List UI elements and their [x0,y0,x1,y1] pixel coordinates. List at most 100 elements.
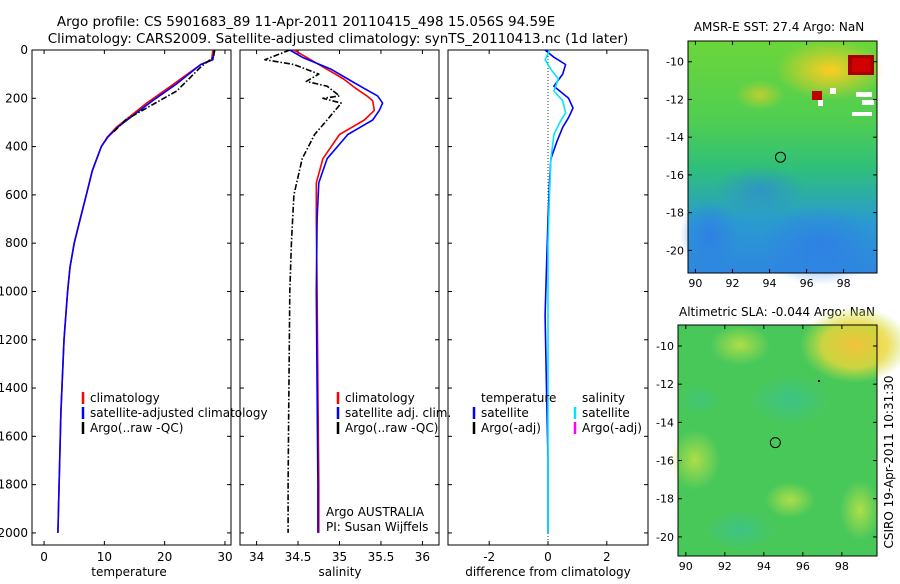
legend-label-argo: Argo(..raw -QC) [345,421,438,435]
series-line [264,49,343,533]
y-tick-label: -20 [666,244,684,257]
y-tick-label: 400 [5,140,28,154]
argo-location-marker [774,151,786,163]
y-tick-label: 1600 [0,429,28,443]
sst-warm-patch [735,80,785,110]
sla-map [670,307,900,556]
legend-title-salinity: salinity [582,391,625,405]
series-line [293,49,376,533]
y-tick-label: -12 [666,93,684,106]
series-line [544,49,574,533]
x-tick-label: 34.5 [285,550,312,564]
y-tick-label: 0 [20,43,28,57]
sst-missing-pixels [852,112,872,116]
y-tick-label: -12 [656,378,674,391]
x-tick-label: 36 [415,550,430,564]
figure-title-line2: Climatology: CARS2009. Satellite-adjuste… [48,31,629,47]
sst-missing-pixels [818,100,823,106]
y-tick-label: -18 [656,493,674,506]
x-axis-label: temperature [91,565,166,579]
legend-label-temp-satellite: satellite [481,406,529,420]
sla-high-patch [840,480,880,540]
legend-label-temp-argo: Argo(-adj) [481,421,541,435]
argo-australia-label: Argo AUSTRALIA [326,505,425,519]
sla-map-axes: 90 92 94 96 98 -10 -12 -14 -16 -18 -20 [656,324,878,573]
x-tick-label: 0 [544,550,552,564]
x-tick-label: 98 [835,560,849,573]
y-tick-label: 1800 [0,478,28,492]
sst-hot-spot [852,58,870,72]
sla-low-patch [705,510,775,550]
sst-hot-spot [812,91,822,100]
x-tick-label: 92 [718,560,732,573]
x-tick-label: 34 [249,550,264,564]
y-tick-label: 200 [5,91,28,105]
y-tick-label: -18 [666,207,684,220]
y-tick-label: 1200 [0,333,28,347]
x-tick-label: 20 [157,550,172,564]
sla-high-patch [710,325,770,365]
x-axis-label: salinity [318,565,361,579]
sst-map-title: AMSR-E SST: 27.4 Argo: NaN [694,20,864,34]
sst-cool-patch [760,205,880,285]
temperature-profile-panel: 0 10 20 30 0 200 400 600 800 1000 1200 1400 1600 1800… [0,43,233,579]
sst-missing-pixels [856,92,872,97]
x-tick-label: 94 [763,277,777,290]
y-tick-label: -20 [656,531,674,544]
y-tick-label: 800 [5,236,28,250]
y-tick-label: 1400 [0,381,28,395]
figure-title-line1: Argo profile: CS 5901683_89 11-Apr-2011 … [57,14,555,30]
map-frame [687,40,878,274]
sla-low-patch [680,385,720,415]
difference-legend: temperature satellite Argo(-adj) salinit… [472,391,642,435]
x-tick-label: 0 [40,550,48,564]
legend-label-climatology: climatology [345,391,415,405]
y-tick-label: 600 [5,188,28,202]
sst-missing-pixels [862,100,874,105]
x-tick-label: 98 [837,277,851,290]
x-tick-label: 94 [757,560,771,573]
series-line [112,49,216,133]
y-tick-label: -10 [666,56,684,69]
y-tick-label: -10 [656,340,674,353]
y-tick-label: -14 [666,131,684,144]
map-frame [677,324,878,557]
sla-low-patch [750,375,830,425]
y-tick-label: -16 [656,455,674,468]
sla-dark-pixel [818,380,820,382]
sla-high-patch [765,482,815,518]
x-tick-label: 10 [97,550,112,564]
x-tick-label: -2 [483,550,495,564]
plot-frame [239,49,440,546]
x-axis-label: difference from climatology [465,565,631,579]
x-tick-label: 96 [800,277,814,290]
x-tick-label: 35 [332,550,347,564]
y-tick-label: -16 [666,169,684,182]
sst-map [680,40,885,285]
sla-high-patch [670,430,720,490]
argo-location-marker [769,437,781,449]
x-tick-label: 90 [679,560,693,573]
csiro-timestamp: CSIRO 19-Apr-2011 10:31:30 [882,375,896,548]
series-line [289,49,384,533]
sst-missing-pixels [830,88,836,94]
sst-cool-patch [715,165,805,215]
y-tick-label: 2000 [0,526,28,540]
x-tick-label: 2 [603,550,611,564]
series-line [544,49,567,533]
legend-label-sal-argo: Argo(-adj) [582,421,642,435]
legend-label-sal-satellite: satellite [582,406,630,420]
x-tick-label: 35.5 [368,550,395,564]
sla-high-patch [800,307,900,383]
pi-label: PI: Susan Wijffels [326,520,428,534]
legend-label-satellite: satellite-adjusted climatology [90,406,268,420]
y-tick-label: 1000 [0,284,28,298]
x-tick-label: 30 [217,550,232,564]
sst-cool-patch [680,200,740,270]
x-tick-label: 90 [688,277,702,290]
plot-frame [31,49,232,546]
x-tick-label: 96 [796,560,810,573]
legend-label-argo: Argo(..raw -QC) [90,421,183,435]
